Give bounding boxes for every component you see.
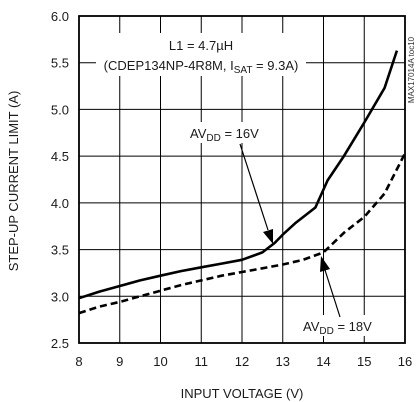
x-tick-label: 14 [316,354,330,369]
x-tick-label: 16 [398,354,412,369]
series-16v-arrowhead [263,229,273,244]
series-18v-label-background [298,315,386,336]
plot-border [78,15,406,344]
series-18v-label: AVDD = 18V [303,319,372,337]
inductor-annotation-line2: (CDEP134NP-4R8M, ISAT = 9.3A) [104,58,299,76]
x-tick-label: 10 [153,354,167,369]
y-tick-label: 3.0 [51,289,69,304]
inductor-annotation-line1: L1 = 4.7µH [169,38,233,53]
inductor-annotation-background [96,33,306,76]
inductor-annotation-line2-post: = 9.3A) [252,58,298,73]
y-tick-label: 2.5 [51,336,69,351]
series [78,50,407,315]
y-tick-label: 4.5 [51,149,69,164]
x-tick-label: 8 [75,354,82,369]
y-tick-labels: 2.5 3.0 3.5 4.0 4.5 5.0 5.5 6.0 [51,9,69,351]
x-tick-label: 13 [276,354,290,369]
x-tick-label: 15 [357,354,371,369]
y-tick-label: 3.5 [51,243,69,258]
y-tick-label: 4.0 [51,196,69,211]
series-18v-leader-line [324,269,341,318]
series-16v-leader-line [239,143,269,231]
figure-id-label: MAX17014A toc10 [407,36,416,103]
x-axis-title: INPUT VOLTAGE (V) [181,386,304,401]
x-tick-label: 9 [116,354,123,369]
inductor-annotation-line2-pre: (CDEP134NP-4R8M, I [104,58,234,73]
x-tick-label: 12 [235,354,249,369]
y-tick-label: 6.0 [51,9,69,24]
series-line-18v [78,152,407,315]
y-axis-title: STEP-UP CURRENT LIMIT (A) [6,91,21,272]
x-tick-labels: 8 9 10 11 12 13 14 15 16 [75,354,412,369]
series-line-16v [78,50,399,300]
plot-frame [78,15,406,344]
annotations: L1 = 4.7µH (CDEP134NP-4R8M, ISAT = 9.3A)… [96,33,386,337]
y-tick-label: 5.0 [51,102,69,117]
series-16v-label: AVDD = 16V [190,126,259,144]
series-18v-arrowhead [320,256,330,272]
inductor-annotation-line2-sub: SAT [234,65,253,76]
x-tick-label: 11 [195,354,209,369]
y-tick-label: 5.5 [51,56,69,71]
series-16v-label-background [183,122,267,143]
